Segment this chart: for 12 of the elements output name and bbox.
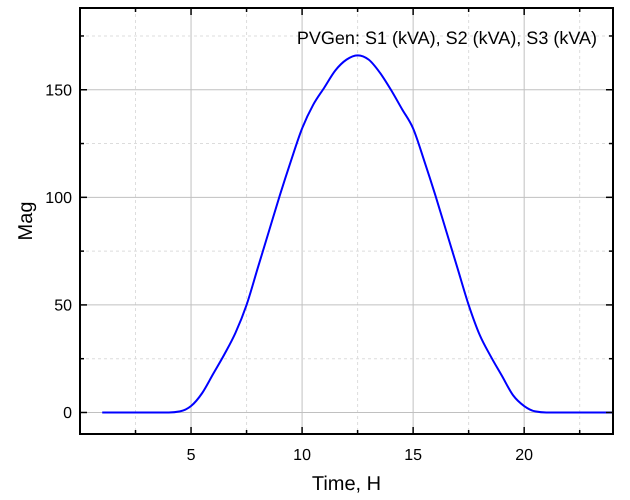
x-axis-title: Time, H <box>312 473 382 495</box>
annotation: PVGen: S1 (kVA), S2 (kVA), S3 (kVA) <box>296 28 597 48</box>
y-axis-title: Mag <box>15 202 37 240</box>
y-tick-label: 150 <box>45 82 72 100</box>
line-series <box>101 54 614 414</box>
y-tick-label: 0 <box>63 405 72 422</box>
x-tick-label: 20 <box>515 447 534 464</box>
y-tick-label: 50 <box>54 298 72 315</box>
y-tick-label: 100 <box>45 190 72 207</box>
x-tick-label: 10 <box>293 447 312 464</box>
x-tick-label: 15 <box>404 447 422 464</box>
x-tick-label: 5 <box>186 447 196 464</box>
